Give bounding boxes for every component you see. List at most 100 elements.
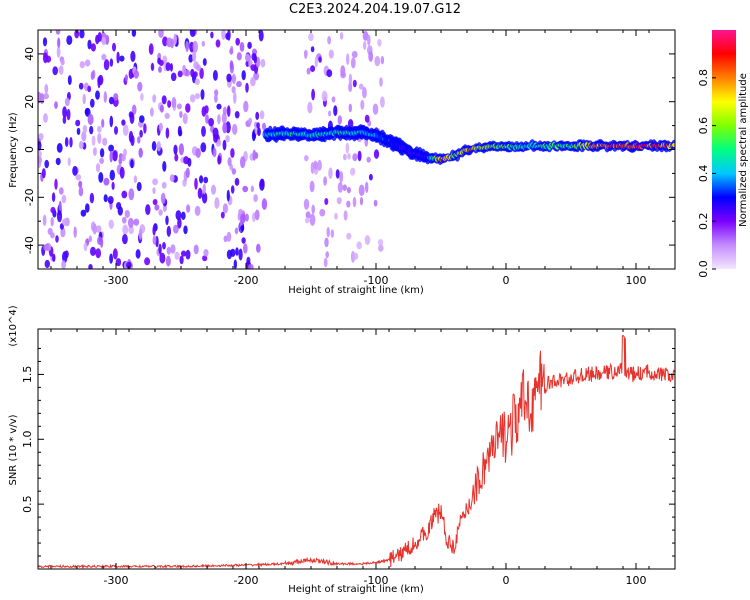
noise-speck	[227, 30, 231, 41]
noise-speck	[363, 40, 367, 50]
noise-speck	[97, 132, 102, 144]
noise-speck	[227, 157, 232, 167]
noise-speck	[170, 244, 176, 254]
noise-speck	[238, 248, 243, 261]
noise-speck	[350, 167, 356, 176]
spectrogram-xlabel: Height of straight line (km)	[288, 285, 424, 296]
noise-speck	[95, 163, 101, 173]
noise-speck	[54, 101, 58, 109]
noise-speck	[212, 147, 217, 158]
noise-speck	[66, 35, 73, 45]
noise-speck	[144, 257, 151, 266]
noise-speck	[138, 228, 143, 240]
snr-plot-area	[38, 329, 675, 569]
noise-speck	[192, 50, 197, 62]
noise-speck	[109, 253, 113, 264]
noise-speck	[148, 43, 154, 55]
noise-speck	[38, 133, 44, 141]
noise-speck	[321, 90, 328, 102]
noise-speck	[348, 103, 352, 113]
noise-speck	[348, 73, 353, 85]
noise-speck	[128, 188, 135, 201]
ridge-point	[672, 142, 675, 148]
x-tick-label: -100	[364, 574, 389, 587]
noise-speck	[109, 58, 114, 67]
noise-speck	[331, 96, 336, 103]
noise-speck	[160, 192, 166, 204]
noise-speck	[318, 56, 322, 63]
noise-speck	[135, 249, 141, 259]
noise-speck	[352, 79, 357, 88]
noise-speck	[347, 119, 354, 129]
noise-speck	[44, 84, 49, 94]
noise-speck	[162, 242, 166, 250]
colorbar: 0.0 0.2 0.4 0.6 0.8 Normalized spectral ampl…	[697, 30, 749, 278]
noise-speck	[95, 225, 102, 233]
noise-speck	[234, 177, 240, 186]
noise-speck	[243, 243, 248, 254]
noise-speck	[78, 180, 83, 188]
noise-speck	[185, 103, 191, 113]
noise-speck	[211, 184, 216, 195]
noise-speck	[165, 62, 171, 72]
noise-speck	[164, 112, 170, 119]
snr-frame	[37, 328, 676, 570]
noise-speck	[82, 124, 88, 134]
noise-speck	[52, 253, 56, 262]
noise-speck	[174, 251, 180, 260]
noise-speck	[307, 101, 313, 114]
noise-speck	[117, 206, 124, 216]
noise-speck	[350, 250, 356, 263]
noise-speck	[240, 156, 246, 169]
x-tick-label: 0	[503, 274, 510, 287]
noise-speck	[238, 208, 243, 216]
noise-speck	[187, 157, 192, 167]
noise-speck	[212, 70, 218, 81]
noise-speck	[78, 82, 84, 90]
noise-speck	[368, 173, 373, 181]
noise-speck	[185, 40, 189, 53]
noise-speck	[377, 39, 382, 47]
colorbar-ticks: 0.0 0.2 0.4 0.6 0.8	[697, 69, 716, 278]
noise-speck	[226, 105, 231, 117]
noise-speck	[166, 225, 171, 237]
noise-speck	[204, 105, 209, 114]
noise-speck	[222, 203, 228, 214]
noise-speck	[233, 91, 237, 104]
noise-speck	[112, 248, 118, 260]
noise-speck	[379, 77, 383, 87]
noise-speck	[356, 241, 363, 250]
noise-speck	[251, 130, 256, 142]
noise-speck	[220, 211, 225, 219]
noise-speck	[169, 174, 175, 182]
noise-speck	[364, 235, 371, 245]
noise-speck	[42, 214, 47, 226]
noise-speck	[342, 184, 347, 191]
noise-speck	[131, 104, 137, 115]
noise-speck	[348, 82, 353, 92]
noise-speck	[230, 185, 235, 194]
noise-speck	[119, 166, 125, 179]
noise-speck	[137, 136, 141, 144]
noise-speck	[60, 58, 65, 66]
noise-speck	[195, 148, 201, 158]
noise-speck	[250, 64, 257, 71]
noise-speck	[357, 150, 362, 162]
noise-speck	[346, 200, 351, 208]
noise-speck	[340, 65, 346, 77]
noise-speck	[79, 30, 85, 39]
noise-speck	[67, 157, 71, 166]
noise-speck	[221, 30, 226, 40]
noise-speck	[243, 100, 249, 113]
noise-speck	[44, 159, 49, 169]
noise-speck	[255, 243, 261, 253]
noise-speck	[330, 229, 334, 238]
noise-speck	[317, 159, 322, 171]
noise-speck	[346, 232, 352, 240]
noise-speck	[158, 66, 162, 73]
noise-speck	[152, 178, 159, 186]
noise-speck	[98, 172, 104, 183]
noise-speck	[130, 159, 134, 169]
noise-speck	[113, 93, 119, 101]
noise-speck	[92, 223, 97, 235]
